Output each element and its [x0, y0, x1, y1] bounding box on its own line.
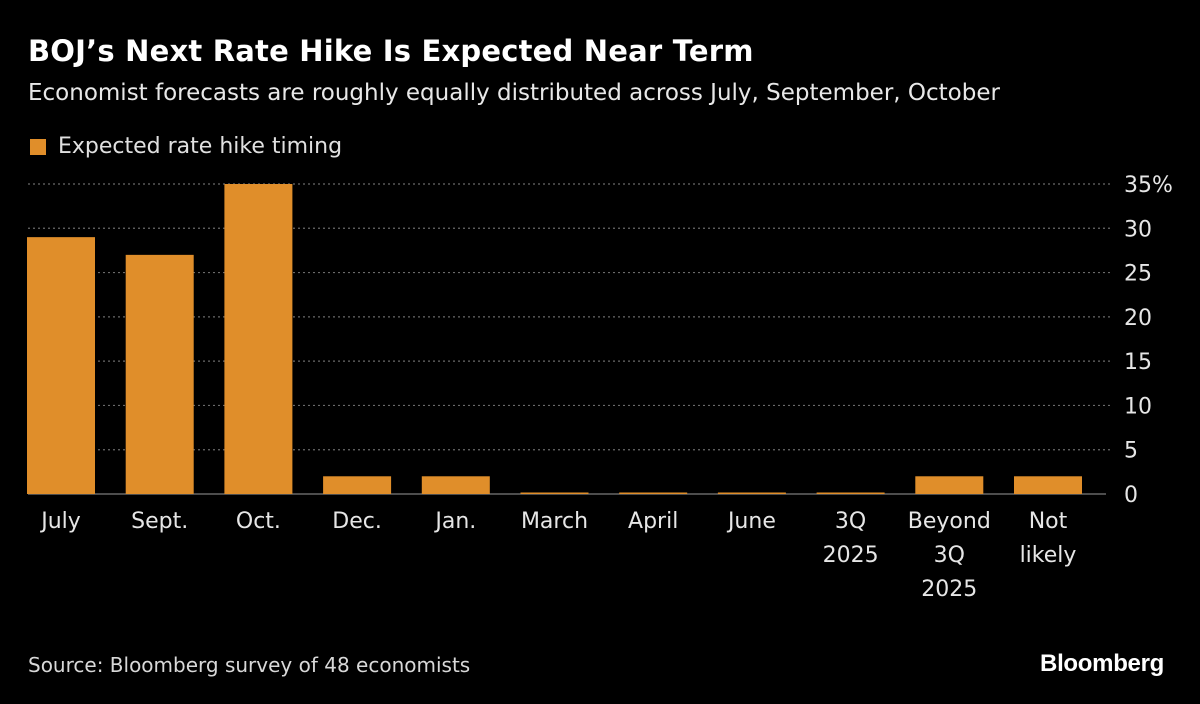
- chart-subtitle: Economist forecasts are roughly equally …: [28, 80, 1000, 106]
- x-tick-label: 3Q 2025: [823, 509, 879, 568]
- bar: [224, 184, 293, 494]
- bar: [717, 492, 786, 494]
- bar: [421, 476, 490, 494]
- x-tick-label: Not likely: [1020, 509, 1077, 568]
- bar: [323, 476, 392, 494]
- bar: [520, 492, 589, 494]
- x-tick-label: Sept.: [131, 509, 188, 534]
- x-tick-label: Dec.: [332, 509, 382, 534]
- bar: [1014, 476, 1082, 494]
- y-tick-label: 5: [1124, 439, 1138, 464]
- x-tick-label: June: [726, 509, 776, 534]
- y-tick-label: 0: [1124, 483, 1138, 508]
- x-tick-label: Beyond 3Q 2025: [908, 509, 991, 602]
- x-tick-label: April: [628, 509, 678, 534]
- bar: [27, 237, 95, 494]
- legend: Expected rate hike timing: [30, 134, 342, 159]
- legend-swatch: [30, 138, 46, 155]
- y-tick-label: 35%: [1124, 173, 1173, 198]
- y-tick-label: 25: [1124, 262, 1152, 287]
- y-tick-label: 30: [1124, 217, 1152, 242]
- x-tick-label: Jan.: [433, 509, 476, 534]
- x-tick-label: July: [39, 509, 81, 534]
- x-tick-label: March: [521, 509, 588, 534]
- y-tick-label: 20: [1124, 306, 1152, 331]
- y-tick-label: 15: [1124, 350, 1152, 375]
- bar: [816, 492, 885, 494]
- bar: [619, 492, 688, 494]
- x-tick-label: Oct.: [236, 509, 281, 534]
- y-tick-label: 10: [1124, 394, 1152, 419]
- bar: [915, 476, 984, 494]
- bar: [125, 254, 194, 494]
- legend-label: Expected rate hike timing: [58, 134, 343, 159]
- chart-title: BOJ’s Next Rate Hike Is Expected Near Te…: [28, 34, 754, 68]
- source-note: Source: Bloomberg survey of 48 economist…: [28, 653, 471, 677]
- bloomberg-logo: Bloomberg: [1040, 650, 1164, 677]
